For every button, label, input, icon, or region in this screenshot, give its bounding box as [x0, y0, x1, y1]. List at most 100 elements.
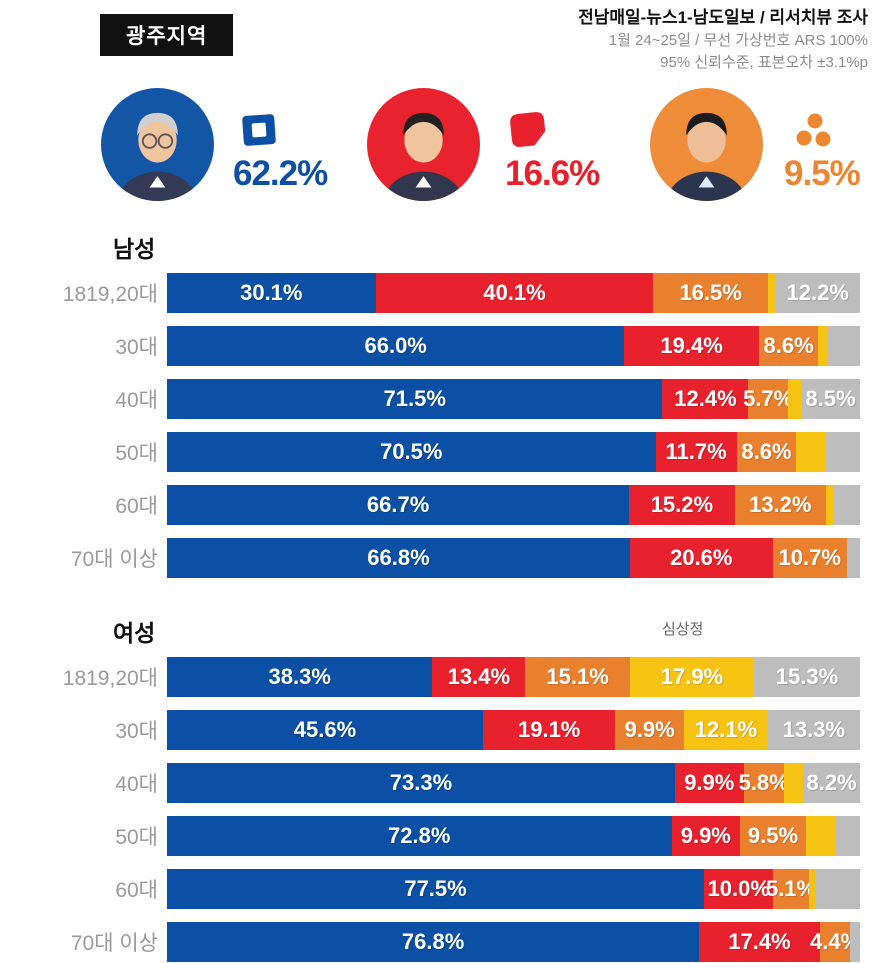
bar-segment-gray [846, 538, 860, 578]
bar-segment-orange: 5.1% [766, 869, 816, 909]
candidate-3-photo [650, 88, 763, 201]
bar-segment-yellow [808, 869, 816, 909]
age-group-label: 70대 이상 [70, 932, 158, 955]
segment-value-label: 16.5% [679, 280, 742, 305]
segment-value-label: 12.4% [674, 386, 737, 411]
candidate-1-photo [101, 88, 214, 201]
segment-value-label: 10.7% [778, 545, 841, 570]
bar-segment-blue: 76.8% [167, 922, 700, 962]
survey-source-line: 전남매일-뉴스1-남도일보 / 리서치뷰 조사 [578, 8, 868, 27]
bar-segment-red: 19.4% [624, 326, 759, 366]
segment-value-label: 8.6% [763, 333, 814, 358]
bar-row: 50대 70.5% 11.7% 8.6% [0, 432, 878, 472]
bar-segment-gray: 12.2% [775, 273, 860, 313]
bar-segment-orange: 5.8% [739, 763, 789, 803]
bar-row: 40대 73.3% 9.9% 5.8% 8.2% [0, 763, 878, 803]
segment-value-label: 30.1% [240, 280, 303, 305]
bar-segment-yellow [783, 763, 804, 803]
candidate-2-percentage: 16.6% [505, 154, 600, 193]
segment-value-label: 5.1% [765, 876, 817, 901]
stacked-bar: 70.5% 11.7% 8.6% [167, 432, 860, 472]
stacked-bar: 38.3% 13.4% 15.1% 17.9% 15.3% [167, 657, 860, 697]
age-group-label: 30대 [115, 336, 158, 359]
bar-segment-blue: 66.8% [167, 538, 630, 578]
survey-confidence-line: 95% 신뢰수준, 표본오차 ±3.1%p [660, 53, 868, 71]
bar-row: 1819,20대 38.3% 13.4% 15.1% 17.9% 15.3% [0, 657, 878, 697]
segment-value-label: 66.0% [364, 333, 427, 358]
segment-value-label: 66.7% [366, 492, 430, 517]
bar-segment-red: 10.0% [704, 869, 774, 909]
segment-value-label: 38.3% [268, 664, 331, 689]
segment-value-label: 17.4% [728, 929, 791, 954]
bar-row: 70대 이상 66.8% 20.6% 10.7% [0, 538, 878, 578]
bar-segment-blue: 70.5% [167, 432, 656, 472]
segment-value-label: 19.4% [660, 333, 723, 358]
age-group-label: 1819,20대 [62, 283, 158, 306]
age-group-label: 1819,20대 [62, 667, 158, 690]
survey-method-line: 1월 24~25일 / 무선 가상번호 ARS 100% [608, 31, 868, 49]
segment-value-label: 11.7% [665, 439, 727, 464]
bar-segment-gray [824, 432, 860, 472]
bar-row: 60대 66.7% 15.2% 13.2% [0, 485, 878, 525]
female-bar-chart: 1819,20대 38.3% 13.4% 15.1% 17.9% 15.3% 30대 45.6… [0, 657, 878, 962]
bar-segment-orange: 8.6% [758, 326, 819, 366]
female-section: 여성 심상정 1819,20대 38.3% 13.4% 15.1% 17.9% 15.3%… [0, 614, 878, 962]
bar-segment-red: 40.1% [375, 273, 654, 313]
age-group-label: 40대 [115, 773, 158, 796]
segment-value-label: 13.4% [447, 664, 511, 689]
male-section-title: 남성 [113, 236, 156, 262]
bar-segment-orange: 4.4% [810, 922, 860, 962]
bar-segment-blue: 66.0% [167, 326, 625, 366]
bar-segment-yellow [826, 485, 833, 525]
age-group-label: 30대 [115, 720, 158, 743]
bar-segment-gray: 8.5% [801, 379, 860, 419]
segment-value-label: 8.5% [805, 386, 856, 411]
bar-segment-orange: 16.5% [653, 273, 768, 313]
segment-value-label: 15.3% [775, 664, 839, 689]
survey-source-block: 전남매일-뉴스1-남도일보 / 리서치뷰 조사 1월 24~25일 / 무선 가… [578, 6, 868, 73]
bar-segment-red: 19.1% [483, 710, 616, 750]
stacked-bar: 72.8% 9.9% 9.5% [167, 816, 860, 856]
segment-value-label: 71.5% [383, 386, 446, 411]
bar-row: 1819,20대 30.1% 40.1% 16.5% 12.2% [0, 273, 878, 313]
bar-segment-orange: 15.1% [525, 657, 630, 697]
bar-segment-red: 9.9% [674, 763, 744, 803]
age-group-label: 40대 [115, 389, 158, 412]
bar-segment-red: 13.4% [432, 657, 526, 697]
candidate-2-photo [367, 88, 480, 201]
bar-segment-red: 12.4% [662, 379, 749, 419]
bar-segment-gray: 8.2% [803, 763, 860, 803]
female-section-title-text: 여성 [113, 620, 156, 646]
segment-value-label: 13.3% [782, 717, 846, 742]
segment-value-label: 17.9% [660, 664, 724, 689]
bar-segment-yellow [796, 432, 825, 472]
age-group-label: 50대 [115, 826, 158, 849]
blue-flag-party-logo-icon [237, 108, 281, 152]
age-group-label: 50대 [115, 442, 158, 465]
segment-value-label: 12.1% [694, 717, 758, 742]
bar-segment-yellow: 17.9% [629, 657, 754, 697]
bar-segment-red: 15.2% [629, 485, 735, 525]
bar-segment-orange: 5.7% [743, 379, 793, 419]
header: 광주지역 전남매일-뉴스1-남도일보 / 리서치뷰 조사 1월 24~25일 /… [0, 0, 878, 86]
person-avatar-icon [117, 112, 198, 201]
segment-value-label: 73.3% [389, 770, 453, 795]
segment-value-label: 9.9% [624, 717, 675, 742]
bar-segment-orange: 9.9% [615, 710, 684, 750]
yellow-series-annotation: 심상정 [662, 621, 704, 638]
bar-segment-yellow [767, 273, 776, 313]
segment-value-label: 66.8% [367, 545, 430, 570]
candidate-1-percentage: 62.2% [233, 154, 328, 193]
bar-row: 40대 71.5% 12.4% 5.7% 8.5% [0, 379, 878, 419]
bar-segment-gray [815, 869, 860, 909]
bar-segment-blue: 30.1% [167, 273, 376, 313]
stacked-bar: 66.7% 15.2% 13.2% [167, 485, 860, 525]
male-bar-chart: 1819,20대 30.1% 40.1% 16.5% 12.2% 30대 66.0% 19.4… [0, 273, 878, 578]
stacked-bar: 30.1% 40.1% 16.5% 12.2% [167, 273, 860, 313]
segment-value-label: 76.8% [401, 929, 465, 954]
bar-row: 30대 66.0% 19.4% 8.6% [0, 326, 878, 366]
bar-segment-orange: 8.6% [736, 432, 797, 472]
bar-segment-gray [832, 485, 860, 525]
segment-value-label: 9.5% [747, 823, 799, 848]
